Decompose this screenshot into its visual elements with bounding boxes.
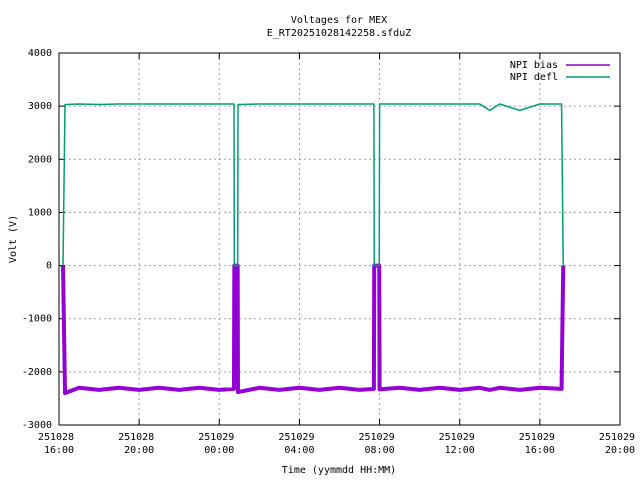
x-tick-label: 251028 20:00 [118,432,160,456]
y-tick-label: 0 [46,261,52,272]
x-tick-date: 251029 [278,432,320,443]
x-tick-label: 251029 16:00 [519,432,561,456]
data-line [62,103,564,267]
chart-subtitle: E_RT20251028142258.sfduZ [267,28,412,39]
x-tick-date: 251029 [358,432,400,443]
x-tick-date: 251029 [198,432,240,443]
x-tick-label: 251028 16:00 [38,432,80,456]
x-tick-time: 20:00 [605,445,635,456]
x-tick-time: 16:00 [525,445,555,456]
x-tick-date: 251028 [38,432,80,443]
y-tick-label: 1000 [28,207,52,218]
x-tick-time: 00:00 [204,445,234,456]
x-tick-time: 16:00 [44,445,74,456]
plot-frame [58,52,621,426]
x-tick-date: 251029 [519,432,561,443]
y-tick-label: 3000 [28,101,52,112]
x-tick-date: 251029 [599,432,640,443]
x-tick-label: 251029 04:00 [278,432,320,456]
x-tick-label: 251029 00:00 [198,432,240,456]
x-tick-time: 20:00 [124,445,154,456]
x-tick-time: 12:00 [445,445,475,456]
y-tick-label: -3000 [22,420,52,431]
y-tick-label: 2000 [28,154,52,165]
x-tick-date: 251029 [439,432,481,443]
x-tick-label: 251029 08:00 [358,432,400,456]
legend-label: NPI bias [510,60,558,71]
y-tick-label: -1000 [22,314,52,325]
legend-label: NPI defl [510,72,558,83]
x-tick-time: 08:00 [365,445,395,456]
x-tick-label: 251029 12:00 [439,432,481,456]
x-tick-label: 251029 20:00 [599,432,640,456]
data-line [61,263,566,396]
chart-title: Voltages for MEX [291,15,387,26]
y-tick-label: -2000 [22,367,52,378]
y-tick-label: 4000 [28,48,52,59]
x-tick-date: 251028 [118,432,160,443]
x-tick-time: 04:00 [284,445,314,456]
y-axis-label: Volt (V) [8,215,19,263]
x-axis-label: Time (yymmdd HH:MM) [282,465,396,476]
